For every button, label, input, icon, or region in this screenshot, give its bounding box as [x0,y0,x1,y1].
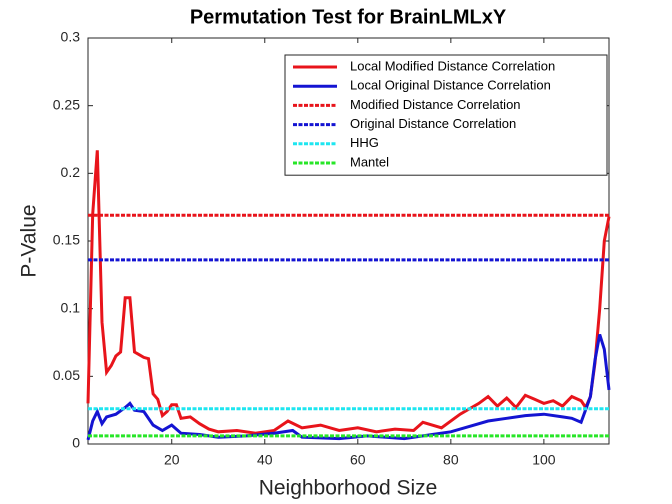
legend-label: Local Original Distance Correlation [350,78,551,93]
x-tick-label: 20 [164,452,180,468]
y-tick-label: 0.15 [53,232,80,248]
y-tick-label: 0.05 [53,367,80,383]
legend-box [284,54,608,176]
y-tick-label: 0 [72,435,80,451]
y-tick-label: 0.1 [61,299,81,315]
y-tick-label: 0.2 [61,164,81,180]
x-tick-label: 80 [443,452,459,468]
x-tick-label: 100 [532,452,556,468]
y-tick-label: 0.3 [61,29,81,45]
axes-box [87,37,610,445]
y-axis-label: P-Value [18,204,41,277]
legend-label: HHG [350,135,379,150]
series-line [86,333,611,441]
x-tick-label: 40 [257,452,273,468]
legend-label: Mantel [350,154,389,169]
y-tick-label: 0.25 [53,96,80,112]
legend-label: Original Distance Correlation [350,116,516,131]
legend-label: Modified Distance Correlation [350,97,521,112]
x-tick-label: 60 [350,452,366,468]
legend-label: Local Modified Distance Correlation [350,58,555,73]
x-axis-label: Neighborhood Size [259,477,438,500]
chart-title: Permutation Test for BrainLMLxY [190,6,507,28]
series-line [86,150,611,435]
